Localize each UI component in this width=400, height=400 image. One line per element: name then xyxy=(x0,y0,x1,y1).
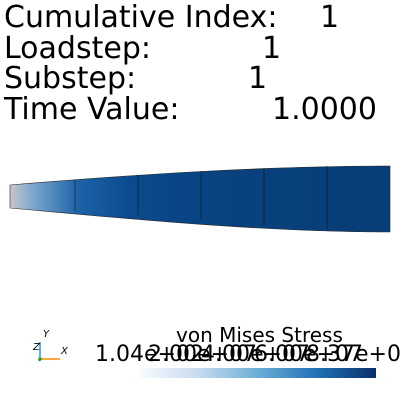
axes-x-label: X xyxy=(61,346,68,357)
loadstep-label: Loadstep: xyxy=(4,31,151,66)
time-value-value: 1.0000 xyxy=(272,92,377,127)
cumulative-index-value: 1 xyxy=(320,0,340,35)
axes-z-label: Z xyxy=(33,342,40,353)
scalar-bar-tick-label: 4.00e+07 xyxy=(201,342,310,367)
scalar-bar-tick-label: 8.37e+07 xyxy=(306,342,400,367)
substep-value: 1 xyxy=(248,61,268,96)
scalar-bar-title: von Mises Stress xyxy=(176,323,343,347)
beam-mesh xyxy=(9,165,391,233)
scalar-bar-tick-label: 2.00e+07 xyxy=(148,342,257,367)
axes-origin xyxy=(38,357,42,361)
scalar-bar-gradient xyxy=(140,368,376,378)
axes-y-label: Y xyxy=(43,329,50,340)
cumulative-index-label: Cumulative Index: xyxy=(4,0,278,35)
scalar-bar-tick-label: 1.04e+02 xyxy=(95,342,204,367)
loadstep-value: 1 xyxy=(262,31,282,66)
orientation-axes xyxy=(38,342,60,362)
scalar-bar-tick-label: 6.00e+07 xyxy=(254,342,363,367)
beam-body xyxy=(9,165,391,233)
time-value-label: Time Value: xyxy=(4,92,180,127)
substep-label: Substep: xyxy=(4,61,137,96)
